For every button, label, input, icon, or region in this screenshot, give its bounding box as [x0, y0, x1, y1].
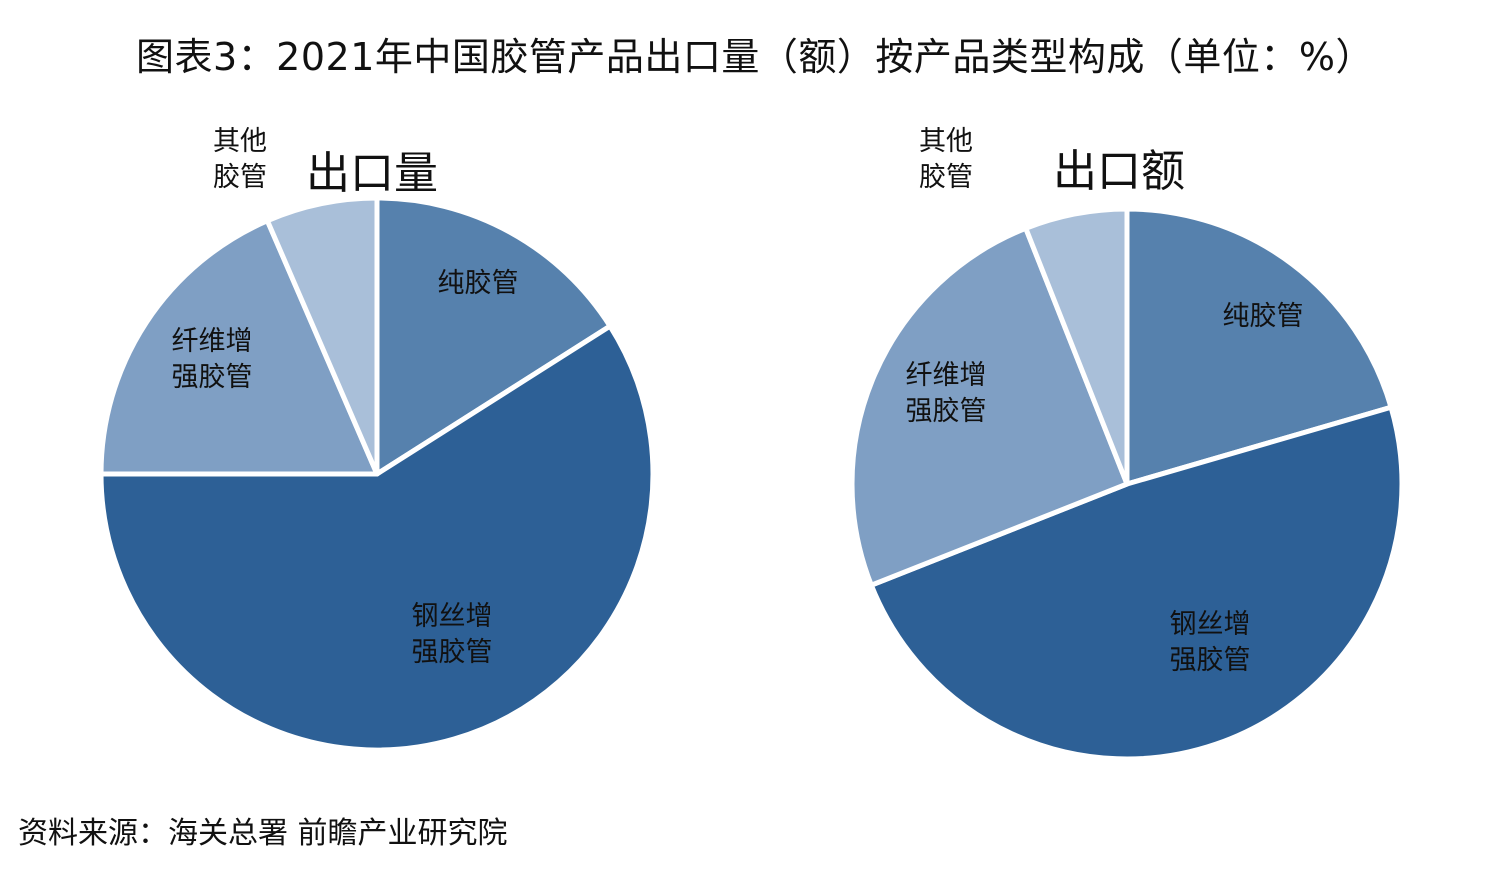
chart-title-2: 出口额: [1053, 146, 1185, 197]
chart-title-1: 出口量: [306, 148, 438, 199]
slice-label-fiber: 纤维增强胶管: [906, 360, 987, 427]
pie-slice-steel-wire: [98, 323, 656, 753]
slice-label-fiber: 纤维增强胶管: [172, 326, 253, 393]
slice-label-steel-wire: 钢丝增强胶管: [1170, 609, 1251, 676]
slice-label-pure: 纯胶管: [438, 268, 519, 299]
pie-slice-other: [1023, 206, 1130, 487]
slice-label-other: 其他胶管: [213, 126, 267, 193]
pie-slice-fiber: [98, 218, 380, 477]
slice-label-other: 其他胶管: [919, 126, 973, 193]
pie-slice-fiber: [849, 225, 1130, 588]
slice-label-pure: 纯胶管: [1223, 301, 1304, 332]
slice-label-steel-wire: 钢丝增强胶管: [412, 601, 493, 668]
pie-slice-pure: [374, 195, 613, 477]
pie-slice-steel-wire: [868, 404, 1405, 762]
pie-slice-other: [264, 195, 380, 477]
source-note: 资料来源：海关总署 前瞻产业研究院: [18, 816, 508, 851]
pie-slice-pure: [1124, 206, 1394, 487]
page-title: 图表3：2021年中国胶管产品出口量（额）按产品类型构成（单位：%）: [136, 35, 1374, 79]
